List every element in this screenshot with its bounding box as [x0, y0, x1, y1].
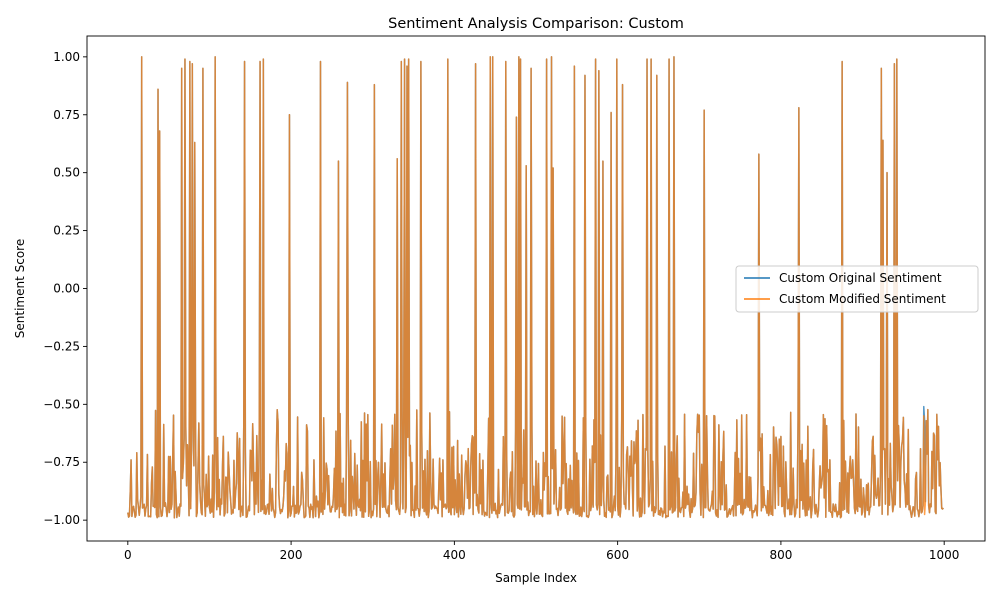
y-tick-label: −0.25 [43, 339, 80, 353]
chart-title: Sentiment Analysis Comparison: Custom [388, 16, 684, 32]
legend-label-modified: Custom Modified Sentiment [779, 292, 946, 306]
y-tick-label: −0.50 [43, 397, 80, 411]
x-tick-label: 400 [443, 548, 466, 562]
y-tick-label: 0.50 [53, 166, 80, 180]
legend-box [735, 265, 979, 313]
x-tick-label: 600 [606, 548, 629, 562]
y-tick-label: −1.00 [43, 513, 80, 527]
x-axis-ticks: 0 200 400 600 800 1000 [124, 541, 959, 562]
y-tick-label: 1.00 [53, 50, 80, 64]
y-tick-label: 0.00 [53, 282, 80, 296]
series-layer [127, 56, 944, 519]
x-tick-label: 1000 [929, 548, 960, 562]
x-tick-label: 800 [769, 548, 792, 562]
legend: Custom Original Sentiment Custom Modifie… [735, 265, 979, 313]
x-tick-label: 200 [280, 548, 303, 562]
x-axis-label: Sample Index [495, 571, 577, 585]
y-axis-ticks: −1.00 −0.75 −0.50 −0.25 0.00 0.25 0.50 0.75 1.00 [43, 50, 87, 527]
legend-label-original: Custom Original Sentiment [779, 271, 942, 285]
y-tick-label: −0.75 [43, 455, 80, 469]
x-tick-label: 0 [124, 548, 132, 562]
y-tick-label: 0.25 [53, 224, 80, 238]
y-axis-label: Sentiment Score [13, 239, 27, 338]
series-line-modified [127, 56, 944, 519]
y-tick-label: 0.75 [53, 108, 80, 122]
